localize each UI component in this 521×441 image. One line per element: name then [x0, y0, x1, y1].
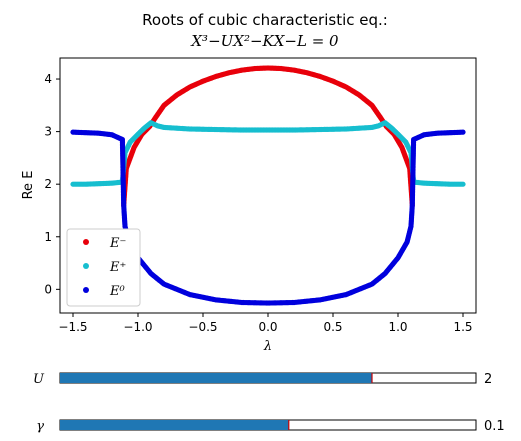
slider-u[interactable]: U 2: [33, 372, 492, 387]
legend-marker-e-plus: [83, 263, 89, 269]
x-tick-label: −1.0: [123, 320, 152, 334]
x-tick-label: 0.5: [323, 320, 342, 334]
legend-label-e-zero: E⁰: [109, 284, 125, 299]
slider-gamma-label: γ: [36, 419, 44, 434]
chart-title-line2: X³−UX²−KX−L = 0: [190, 32, 339, 50]
data-point: [460, 181, 466, 187]
legend-marker-e-minus: [83, 239, 89, 245]
legend: E⁻ E⁺ E⁰: [66, 228, 141, 307]
legend-label-e-plus: E⁺: [109, 260, 126, 275]
x-tick-label: 1.0: [388, 320, 407, 334]
x-tick-label: −1.5: [58, 320, 87, 334]
legend-label-e-minus: E⁻: [109, 236, 126, 251]
chart-title-line1: Roots of cubic characteristic eq.:: [142, 11, 388, 29]
y-tick-label: 1: [44, 230, 52, 244]
y-tick-label: 2: [44, 177, 52, 191]
data-point: [460, 129, 466, 135]
slider-u-fill: [60, 373, 372, 383]
y-tick-label: 4: [44, 72, 52, 86]
y-tick-label: 3: [44, 125, 52, 139]
slider-gamma-value: 0.1: [484, 419, 505, 434]
slider-gamma[interactable]: γ 0.1: [36, 419, 504, 434]
legend-box: [66, 228, 141, 307]
slider-u-label: U: [33, 372, 45, 387]
legend-marker-e-zero: [83, 287, 89, 293]
x-tick-label: 1.5: [453, 320, 472, 334]
slider-gamma-fill: [60, 420, 289, 430]
slider-u-value: 2: [484, 372, 492, 387]
y-axis-label: Re E: [21, 171, 36, 200]
y-tick-label: 0: [44, 282, 52, 296]
x-tick-label: 0.0: [258, 320, 277, 334]
x-axis-label: λ: [263, 339, 272, 354]
ticks-layer: −1.5 −1.0 −0.5 0.0 0.5 1.0 1.5 0 1 2 3 4: [44, 72, 472, 334]
x-tick-label: −0.5: [188, 320, 217, 334]
